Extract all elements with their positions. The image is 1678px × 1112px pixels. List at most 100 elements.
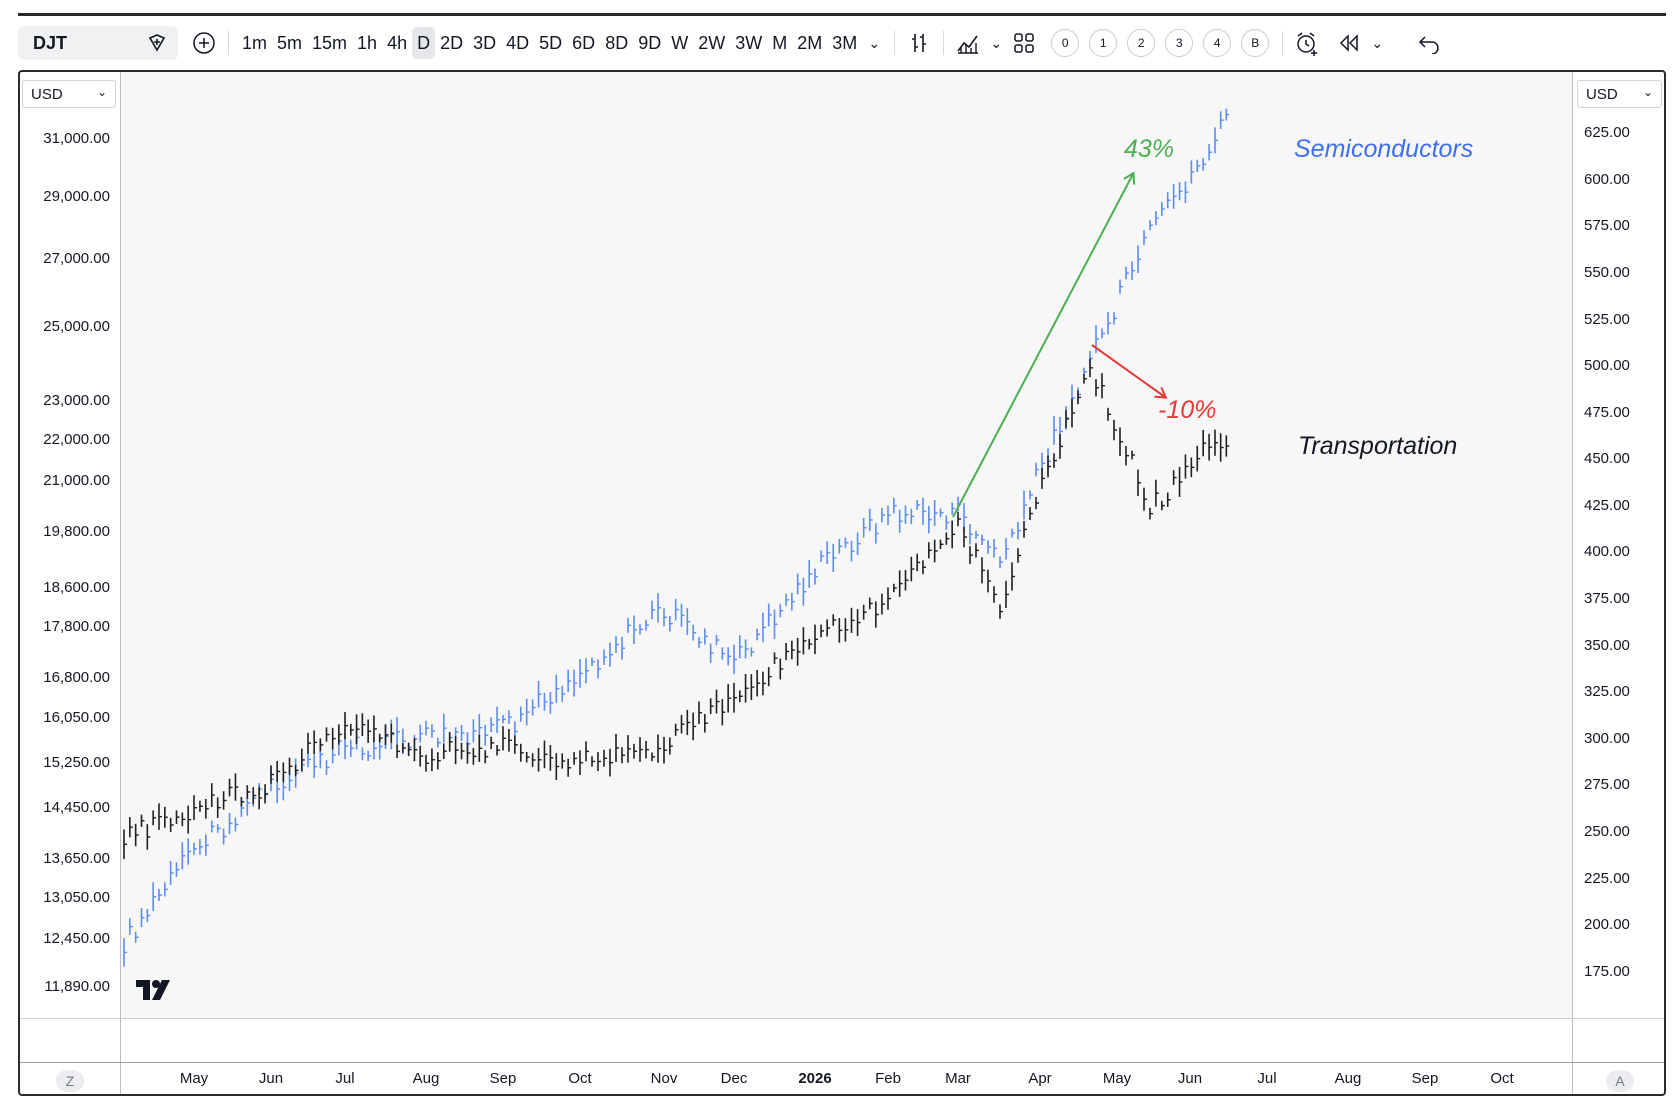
left-scale-tick-label: 18,600.00 — [43, 579, 110, 596]
interval-2d[interactable]: 2D — [440, 32, 464, 53]
layout-button-0[interactable]: 0 — [1051, 29, 1080, 57]
chevron-down-icon[interactable]: ⌄ — [868, 34, 881, 51]
time-scale-tick-label: Nov — [650, 1070, 678, 1087]
right-currency-label: USD — [1586, 85, 1618, 103]
chevron-down-icon[interactable]: ⌄ — [990, 34, 1003, 51]
layout-button-3[interactable]: 3 — [1165, 29, 1194, 57]
left-scale-tick-label: 22,000.00 — [43, 431, 110, 448]
left-scale-tick-label: 14,450.00 — [43, 799, 110, 816]
interval-3m[interactable]: 3M — [832, 32, 858, 53]
time-scale-tick-label: Sep — [1411, 1070, 1439, 1087]
chevron-down-icon[interactable]: ⌄ — [1371, 34, 1384, 51]
tradingview-logo — [136, 978, 178, 1008]
transportation-label: Transportation — [1298, 432, 1458, 460]
semiconductors-label: Semiconductors — [1294, 135, 1474, 163]
time-scale-tick-label: Jul — [335, 1070, 355, 1087]
left-scale-tick-label: 12,450.00 — [43, 930, 110, 947]
interval-2m[interactable]: 2M — [797, 32, 823, 53]
right-scale-tick-label: 475.00 — [1584, 404, 1630, 421]
time-scale-tick-label: 2026 — [798, 1070, 832, 1087]
replay-icon[interactable] — [1333, 27, 1365, 59]
right-scale-tick-label: 200.00 — [1584, 916, 1630, 933]
right-scale-tick-label: 450.00 — [1584, 450, 1630, 467]
right-scale-tick-label: 500.00 — [1584, 357, 1630, 374]
interval-1h[interactable]: 1h — [357, 32, 378, 53]
right-currency-select[interactable]: USD ⌄ — [1577, 80, 1662, 108]
left-scale-tick-label: 31,000.00 — [43, 130, 110, 147]
layout-button-2[interactable]: 2 — [1127, 29, 1156, 57]
chart-toolbar: DJT 1m 5m 15m 1h 4h D 2D 3D 4D 5D 6D 8D 9D W 2W 3W M 2M 3M… — [18, 22, 1666, 64]
gain-label: 43% — [1124, 135, 1175, 163]
right-scale-tick-label: 625.00 — [1584, 124, 1630, 141]
alert-plus-icon[interactable] — [146, 32, 168, 59]
indicators-icon[interactable] — [952, 27, 984, 59]
toolbar-separator — [894, 31, 896, 55]
toolbar-separator — [1282, 31, 1284, 55]
layout-button-b[interactable]: B — [1241, 29, 1270, 57]
interval-m[interactable]: M — [772, 32, 788, 53]
semiconductors-series — [123, 108, 1230, 967]
interval-8d[interactable]: 8D — [605, 32, 629, 53]
volume-pane-divider — [20, 1018, 1664, 1019]
time-scale-tick-label: Oct — [1490, 1070, 1514, 1087]
time-scale-tick-label: Aug — [412, 1070, 440, 1087]
symbol-search[interactable]: DJT — [18, 26, 178, 60]
auto-scale-button[interactable]: A — [1606, 1070, 1634, 1092]
right-scale-tick-label: 550.00 — [1584, 264, 1630, 281]
right-scale-tick-label: 300.00 — [1584, 730, 1630, 747]
right-scale-tick-label: 425.00 — [1584, 497, 1630, 514]
chevron-down-icon: ⌄ — [1642, 85, 1653, 99]
time-scale-tick-label: Oct — [568, 1070, 592, 1087]
add-circle-icon[interactable] — [188, 27, 220, 59]
left-scale-tick-label: 19,800.00 — [43, 523, 110, 540]
left-scale-tick-label: 13,050.00 — [43, 889, 110, 906]
right-scale-tick-label: 375.00 — [1584, 590, 1630, 607]
interval-5d[interactable]: 5D — [539, 32, 563, 53]
left-scale-tick-label: 11,890.00 — [44, 978, 110, 995]
zoom-button[interactable]: Z — [56, 1070, 84, 1092]
time-scale-tick-label: Jun — [1177, 1070, 1203, 1087]
right-scale-tick-label: 250.00 — [1584, 823, 1630, 840]
interval-5m[interactable]: 5m — [277, 32, 303, 53]
interval-3w[interactable]: 3W — [735, 32, 763, 53]
layout-grid-icon[interactable] — [1008, 27, 1040, 59]
interval-w[interactable]: W — [671, 32, 689, 53]
time-scale-tick-label: Mar — [945, 1070, 971, 1087]
time-scale-tick-label: Jun — [258, 1070, 284, 1087]
right-scale-tick-label: 575.00 — [1584, 217, 1630, 234]
layout-button-4[interactable]: 4 — [1203, 29, 1232, 57]
interval-6d[interactable]: 6D — [572, 32, 596, 53]
interval-4h[interactable]: 4h — [387, 32, 408, 53]
left-scale-tick-label: 17,800.00 — [43, 618, 110, 635]
left-currency-select[interactable]: USD ⌄ — [22, 80, 116, 108]
right-scale-tick-label: 275.00 — [1584, 776, 1630, 793]
left-scale-tick-label: 25,000.00 — [43, 318, 110, 335]
interval-d[interactable]: D — [412, 27, 436, 59]
left-scale-tick-label: 16,800.00 — [43, 669, 110, 686]
interval-15m[interactable]: 15m — [312, 32, 348, 53]
interval-2w[interactable]: 2W — [698, 32, 726, 53]
bar-style-icon[interactable] — [903, 27, 935, 59]
right-scale-tick-label: 400.00 — [1584, 543, 1630, 560]
gain-arrow — [952, 174, 1133, 518]
interval-4d[interactable]: 4D — [506, 32, 530, 53]
loss-arrow — [1091, 344, 1165, 397]
right-scale-tick-label: 175.00 — [1584, 963, 1630, 980]
interval-9d[interactable]: 9D — [638, 32, 662, 53]
time-scale-tick-label: Jul — [1257, 1070, 1277, 1087]
toolbar-separator — [943, 31, 945, 55]
left-scale-tick-label: 13,650.00 — [43, 850, 110, 867]
interval-3d[interactable]: 3D — [473, 32, 497, 53]
interval-1m[interactable]: 1m — [242, 32, 268, 53]
alarm-icon[interactable] — [1291, 27, 1323, 59]
layout-button-1[interactable]: 1 — [1089, 29, 1118, 57]
time-scale-tick-label: Dec — [720, 1070, 748, 1087]
right-scale-tick-label: 325.00 — [1584, 683, 1630, 700]
undo-icon[interactable] — [1413, 27, 1445, 59]
left-scale-tick-label: 15,250.00 — [43, 754, 110, 771]
time-scale-tick-label: May — [1102, 1070, 1132, 1087]
transportation-series — [123, 358, 1230, 860]
right-scale-tick-label: 525.00 — [1584, 311, 1630, 328]
